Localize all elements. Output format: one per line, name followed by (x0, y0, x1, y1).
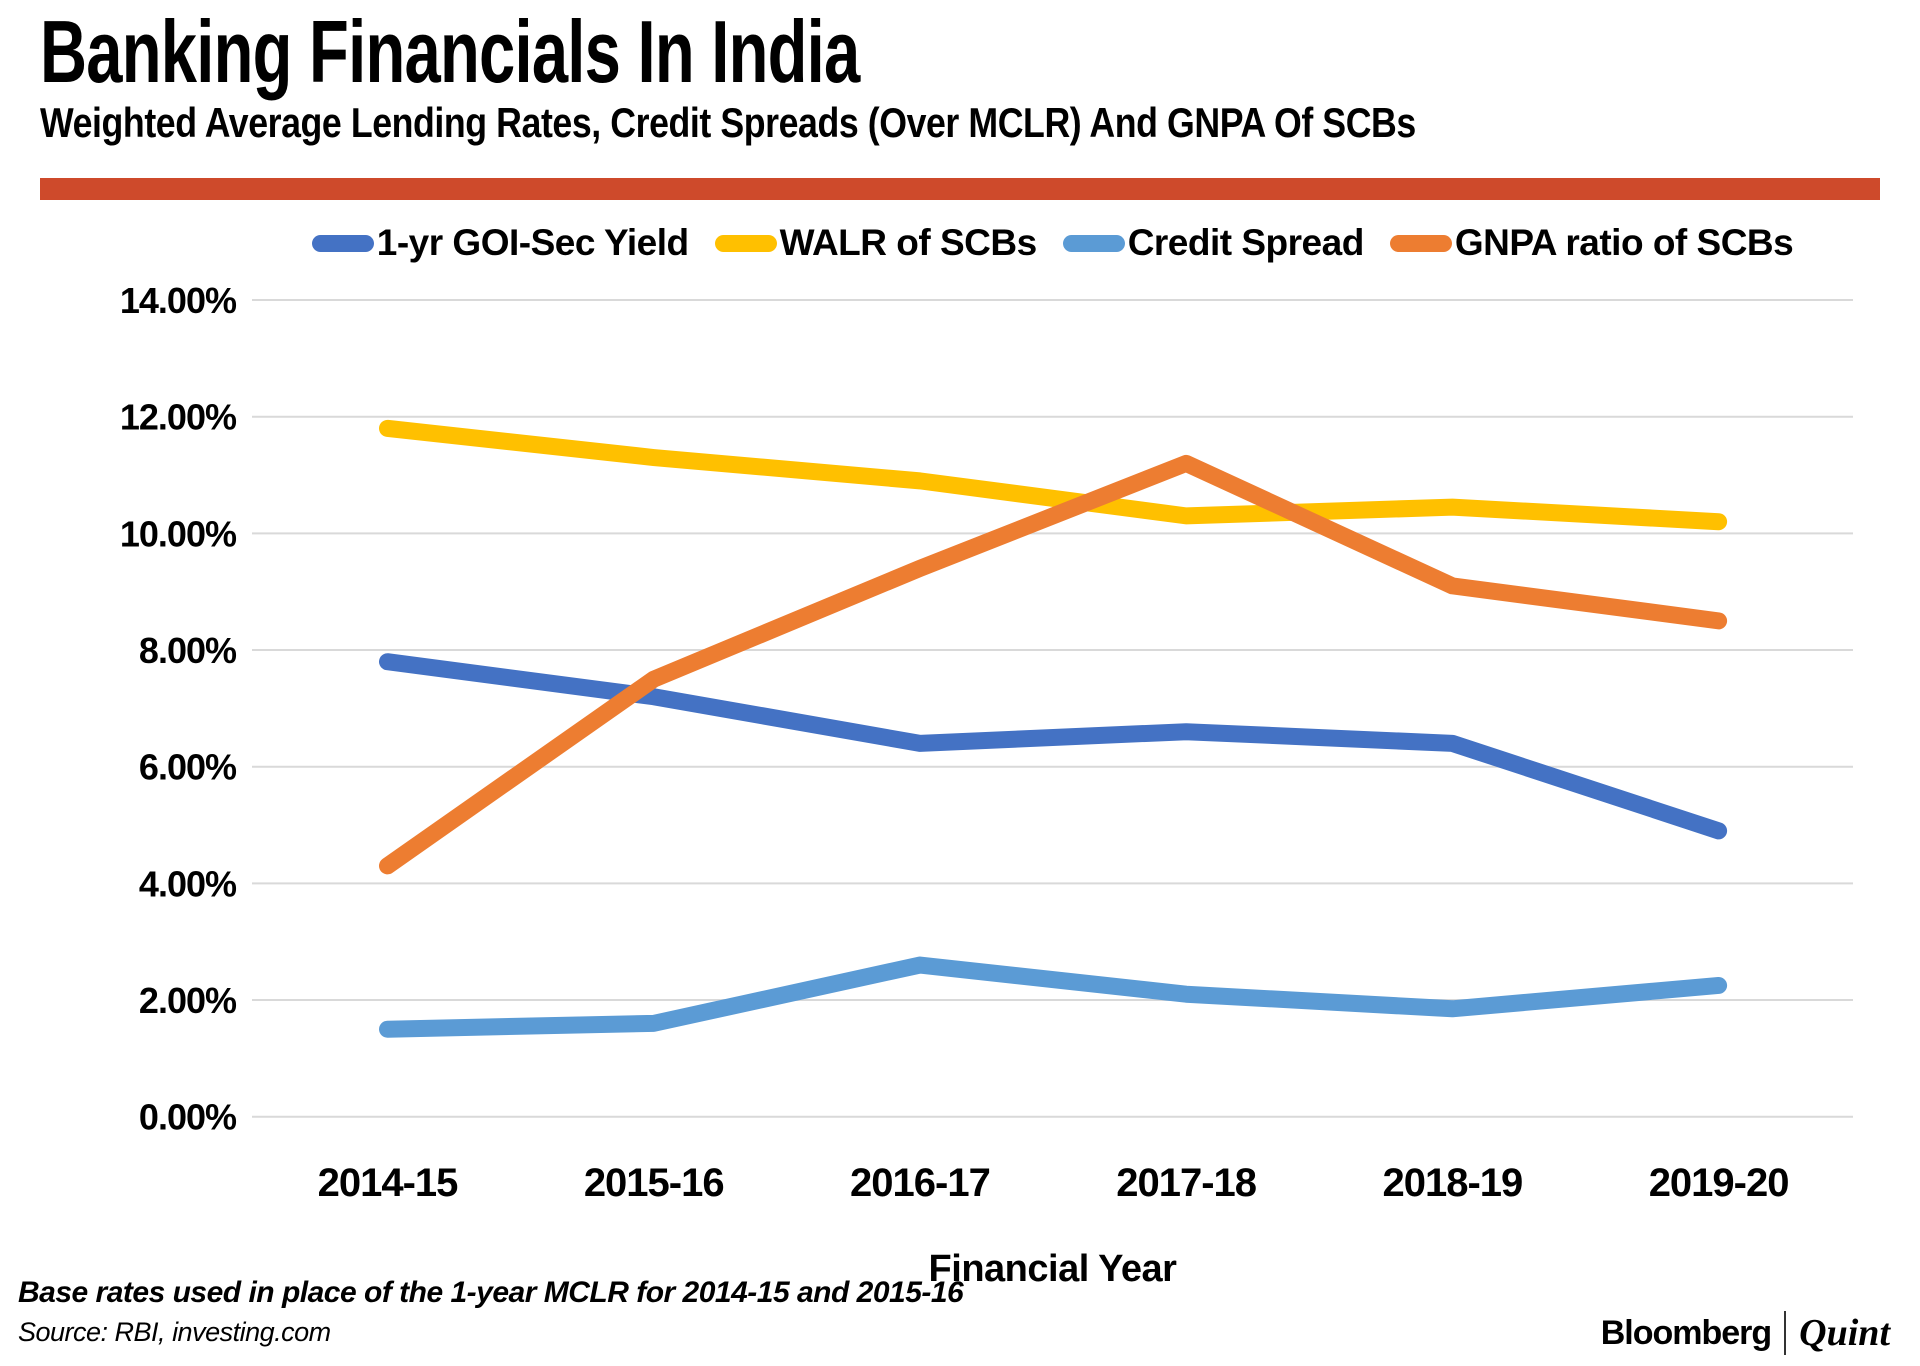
credit-spread-swatch-icon (1062, 234, 1125, 252)
page-title: Banking Financials In India (40, 2, 860, 101)
y-axis-tick-label: 4.00% (139, 863, 237, 904)
walr-of-scbs-swatch-icon (714, 234, 777, 252)
y-axis-tick-label: 0.00% (139, 1097, 237, 1138)
logo-separator (1784, 1311, 1787, 1355)
x-axis-tick-label: 2018-19 (1382, 1161, 1522, 1205)
series-line-credit-spread (379, 956, 1728, 1038)
x-axis-tick-label: 2014-15 (318, 1161, 459, 1205)
legend-item-walr-of-scbs: WALR of SCBs (714, 222, 1038, 264)
series-line-1-yr-goi-sec-yield (379, 653, 1728, 840)
series-line-walr-of-scbs (379, 419, 1728, 531)
x-axis-tick-label: 2019-20 (1649, 1161, 1789, 1205)
legend-item-credit-spread: Credit Spread (1062, 222, 1365, 264)
x-axis-tick-label: 2016-17 (850, 1161, 990, 1205)
bloomberg-logo-text: Bloomberg (1600, 1313, 1772, 1352)
y-axis-tick-label: 12.00% (120, 397, 237, 438)
legend-label: WALR of SCBs (779, 222, 1038, 263)
footnote: Base rates used in place of the 1-year M… (18, 1276, 964, 1309)
legend-label: Credit Spread (1127, 222, 1365, 263)
y-axis-tick-label: 10.00% (120, 513, 237, 554)
legend-label: 1-yr GOI-Sec Yield (376, 222, 689, 263)
bloomberg-quint-logo: Bloomberg Quint (1601, 1308, 1890, 1358)
legend-item-gnpa-ratio-of-scbs: GNPA ratio of SCBs (1389, 222, 1794, 264)
series-line-gnpa-ratio-of-scbs (379, 454, 1728, 875)
x-axis-tick-label: 2015-16 (584, 1161, 724, 1205)
1-yr-goi-sec-yield-swatch-icon (311, 234, 374, 252)
chart-legend: 1-yr GOI-Sec Yield WALR of SCBs Credit Spr… (252, 222, 1853, 264)
y-axis-tick-label: 2.00% (139, 980, 237, 1021)
y-axis-tick-label: 8.00% (139, 630, 237, 671)
y-axis-tick-label: 14.00% (120, 280, 237, 321)
legend-item-1-yr-goi-sec-yield: 1-yr GOI-Sec Yield (311, 222, 689, 264)
gnpa-ratio-of-scbs-swatch-icon (1389, 234, 1452, 252)
title-divider-bar (40, 178, 1880, 200)
page-subtitle: Weighted Average Lending Rates, Credit S… (40, 99, 1416, 146)
x-axis-tick-label: 2017-18 (1116, 1161, 1257, 1205)
x-axis-title: Financial Year (928, 1248, 1177, 1290)
quint-logo-text: Quint (1799, 1312, 1890, 1354)
source-text: Source: RBI, investing.com (18, 1317, 331, 1347)
y-axis-tick-label: 6.00% (139, 747, 237, 788)
legend-label: GNPA ratio of SCBs (1454, 222, 1794, 263)
